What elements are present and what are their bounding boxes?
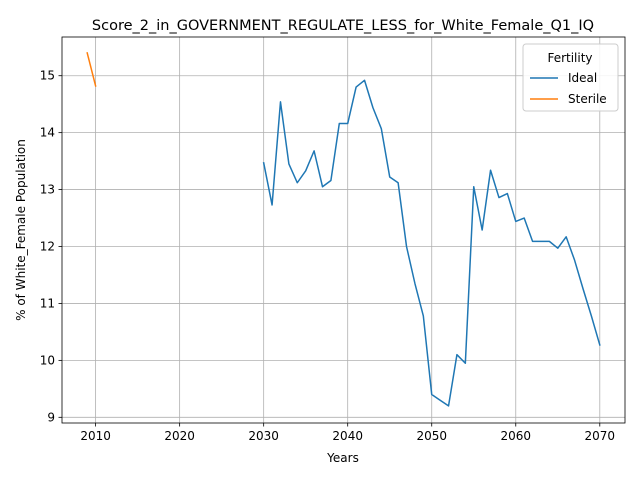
series-line-ideal — [262, 79, 601, 407]
x-tick-label: 2010 — [80, 429, 111, 443]
y-tick-label: 12 — [40, 240, 55, 254]
ticks: 2010 2020 2030 2040 2050 2060 2070 9 10 11 12 13 14 1… — [40, 69, 615, 443]
x-axis-label: Years — [326, 451, 359, 465]
y-tick-label: 11 — [40, 296, 55, 310]
y-tick-label: 9 — [47, 410, 55, 424]
x-tick-label: 2020 — [164, 429, 195, 443]
y-tick-label: 15 — [40, 69, 55, 83]
y-tick-label: 14 — [40, 126, 55, 140]
series-line-sterile — [86, 52, 97, 87]
x-tick-label: 2050 — [416, 429, 447, 443]
y-tick-label: 13 — [40, 183, 55, 197]
legend-title: Fertility — [547, 51, 592, 65]
chart-title: Score_2_in_GOVERNMENT_REGULATE_LESS_for_… — [92, 18, 594, 34]
legend-label-ideal: Ideal — [568, 71, 597, 85]
plot-frame — [61, 36, 626, 424]
x-tick-label: 2030 — [248, 429, 279, 443]
x-tick-label: 2060 — [500, 429, 531, 443]
legend: Fertility Ideal Sterile — [522, 43, 619, 112]
legend-box — [522, 43, 619, 112]
x-tick-label: 2040 — [332, 429, 363, 443]
series-layer — [86, 52, 601, 407]
grid — [62, 37, 625, 423]
legend-label-sterile: Sterile — [568, 92, 607, 106]
y-tick-label: 10 — [40, 353, 55, 367]
y-axis-label: % of White_Female Population — [14, 139, 28, 321]
x-tick-label: 2070 — [585, 429, 616, 443]
